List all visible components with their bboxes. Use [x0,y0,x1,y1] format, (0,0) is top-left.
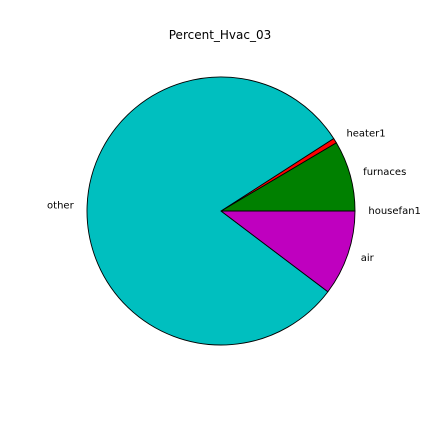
pie-label-air: air [361,253,375,264]
pie-labels: housefan1 furnaces heater1 other air [47,129,421,264]
pie-slice-other [86,76,335,346]
pie-label-other: other [47,200,75,211]
pie-slice-air [220,210,356,293]
chart-title: Percent_Hvac_03 [169,28,272,42]
pie-label-heater1: heater1 [346,129,385,140]
pie-label-furnaces: furnaces [363,167,406,178]
pie-label-housefan1: housefan1 [368,206,421,217]
pie-slices [86,76,356,346]
